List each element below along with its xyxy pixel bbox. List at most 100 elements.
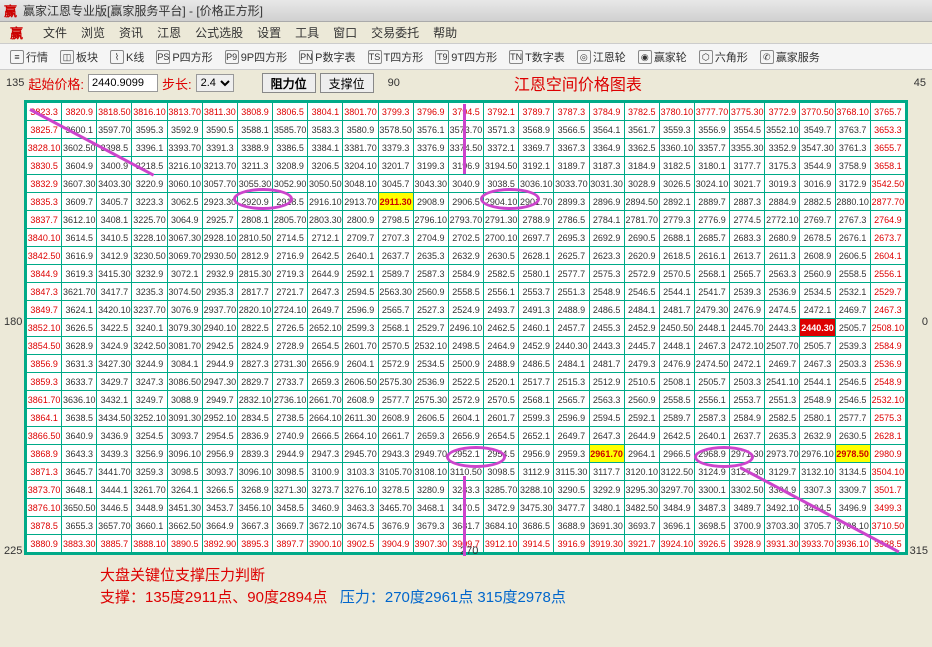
cell-6-17: 2781.70 bbox=[624, 211, 659, 229]
cell-16-22: 2548.9 bbox=[800, 391, 835, 409]
cell-21-5: 3266.5 bbox=[202, 481, 237, 499]
cell-1-17: 3561.7 bbox=[624, 121, 659, 139]
cell-8-12: 2632.9 bbox=[448, 247, 483, 265]
toolbar-2[interactable]: ⌇K线 bbox=[106, 47, 148, 67]
cell-4-13: 3038.5 bbox=[484, 175, 519, 193]
cell-6-13: 2791.30 bbox=[484, 211, 519, 229]
cell-20-8: 3100.9 bbox=[308, 463, 343, 481]
start-price-input[interactable] bbox=[88, 74, 158, 92]
toolbar-4[interactable]: P99P四方形 bbox=[221, 47, 291, 67]
toolbar-11[interactable]: ⬡六角形 bbox=[695, 47, 752, 67]
toolbar-0[interactable]: ≡行情 bbox=[6, 47, 52, 67]
cell-14-20: 2472.1 bbox=[730, 355, 765, 373]
cell-23-11: 3679.3 bbox=[413, 517, 448, 535]
cell-24-15: 3916.9 bbox=[554, 535, 589, 553]
cell-12-21: 2443.3 bbox=[765, 319, 800, 337]
cell-24-11: 3907.30 bbox=[413, 535, 448, 553]
menu-settings[interactable]: 设置 bbox=[251, 22, 287, 43]
cell-20-9: 3103.3 bbox=[343, 463, 378, 481]
menu-file[interactable]: 文件 bbox=[37, 22, 73, 43]
cell-9-18: 2570.5 bbox=[659, 265, 694, 283]
cell-19-10: 2943.3 bbox=[378, 445, 413, 463]
toolbar-5[interactable]: PNP数字表 bbox=[295, 47, 359, 67]
cell-14-8: 2656.9 bbox=[308, 355, 343, 373]
cell-3-3: 3218.5 bbox=[132, 157, 167, 175]
cell-2-10: 3379.3 bbox=[378, 139, 413, 157]
cell-4-22: 3016.9 bbox=[800, 175, 835, 193]
cell-24-8: 3900.10 bbox=[308, 535, 343, 553]
cell-20-3: 3259.3 bbox=[132, 463, 167, 481]
cell-17-5: 2952.10 bbox=[202, 409, 237, 427]
cell-3-8: 3206.5 bbox=[308, 157, 343, 175]
cell-11-9: 2596.9 bbox=[343, 301, 378, 319]
toolbar-12[interactable]: ✆赢家服务 bbox=[756, 47, 824, 67]
cell-15-16: 2512.9 bbox=[589, 373, 624, 391]
cell-11-14: 2491.3 bbox=[519, 301, 554, 319]
toolbar-1[interactable]: ◫板块 bbox=[56, 47, 102, 67]
cell-10-18: 2544.1 bbox=[659, 283, 694, 301]
cell-15-20: 2503.3 bbox=[730, 373, 765, 391]
toolbar-10[interactable]: ◉赢家轮 bbox=[634, 47, 691, 67]
cell-22-21: 3492.10 bbox=[765, 499, 800, 517]
toolbar-6[interactable]: TST四方形 bbox=[364, 47, 428, 67]
cell-23-9: 3674.5 bbox=[343, 517, 378, 535]
cell-15-6: 2829.7 bbox=[237, 373, 272, 391]
cell-6-2: 3408.1 bbox=[97, 211, 132, 229]
cell-9-14: 2580.1 bbox=[519, 265, 554, 283]
cell-23-6: 3667.3 bbox=[237, 517, 272, 535]
cell-10-7: 2721.7 bbox=[273, 283, 308, 301]
cell-13-2: 3424.9 bbox=[97, 337, 132, 355]
toolbar-8[interactable]: TNT数字表 bbox=[505, 47, 569, 67]
cell-10-23: 2532.1 bbox=[835, 283, 870, 301]
menu-browse[interactable]: 浏览 bbox=[75, 22, 111, 43]
cell-23-16: 3691.30 bbox=[589, 517, 624, 535]
cell-2-0: 3828.10 bbox=[27, 139, 62, 157]
cell-18-8: 2666.5 bbox=[308, 427, 343, 445]
cell-7-17: 2690.5 bbox=[624, 229, 659, 247]
toolbar-3[interactable]: PSP四方形 bbox=[152, 47, 216, 67]
cell-13-23: 2539.3 bbox=[835, 337, 870, 355]
menu-window[interactable]: 窗口 bbox=[327, 22, 363, 43]
cell-0-24: 3765.7 bbox=[870, 103, 905, 121]
cell-21-0: 3873.70 bbox=[27, 481, 62, 499]
toolbar-icon-3: PS bbox=[156, 50, 170, 64]
cell-16-19: 2556.1 bbox=[694, 391, 729, 409]
cell-4-6: 3055.30 bbox=[237, 175, 272, 193]
menu-info[interactable]: 资讯 bbox=[113, 22, 149, 43]
cell-18-21: 2635.3 bbox=[765, 427, 800, 445]
cell-0-18: 3780.10 bbox=[659, 103, 694, 121]
step-select[interactable]: 2.4 bbox=[196, 74, 234, 92]
support-button[interactable]: 支撑位 bbox=[320, 73, 374, 93]
cell-3-22: 3544.9 bbox=[800, 157, 835, 175]
menu-tools[interactable]: 工具 bbox=[289, 22, 325, 43]
cell-23-2: 3657.70 bbox=[97, 517, 132, 535]
cell-21-4: 3264.1 bbox=[167, 481, 202, 499]
menu-formula[interactable]: 公式选股 bbox=[189, 22, 249, 43]
cell-15-24: 2548.9 bbox=[870, 373, 905, 391]
cell-5-13: 2904.10 bbox=[484, 193, 519, 211]
cell-22-10: 3465.70 bbox=[378, 499, 413, 517]
cell-8-4: 3069.70 bbox=[167, 247, 202, 265]
cell-11-16: 2486.5 bbox=[589, 301, 624, 319]
toolbar-7[interactable]: T99T四方形 bbox=[431, 47, 501, 67]
menu-logo: 赢 bbox=[4, 21, 29, 44]
cell-19-18: 2966.5 bbox=[659, 445, 694, 463]
cell-18-0: 3866.50 bbox=[27, 427, 62, 445]
cell-5-11: 2908.9 bbox=[413, 193, 448, 211]
cell-5-9: 2913.70 bbox=[343, 193, 378, 211]
menu-gann[interactable]: 江恩 bbox=[151, 22, 187, 43]
cell-24-3: 3888.10 bbox=[132, 535, 167, 553]
resist-button[interactable]: 阻力位 bbox=[262, 73, 316, 93]
toolbar-9[interactable]: ◎江恩轮 bbox=[573, 47, 630, 67]
cell-3-20: 3177.7 bbox=[730, 157, 765, 175]
cell-2-5: 3391.3 bbox=[202, 139, 237, 157]
cell-1-20: 3554.5 bbox=[730, 121, 765, 139]
cell-15-14: 2517.7 bbox=[519, 373, 554, 391]
cell-23-5: 3664.9 bbox=[202, 517, 237, 535]
menu-trade[interactable]: 交易委托 bbox=[365, 22, 425, 43]
cell-22-7: 3458.5 bbox=[273, 499, 308, 517]
cell-13-9: 2601.70 bbox=[343, 337, 378, 355]
cell-14-13: 2488.9 bbox=[484, 355, 519, 373]
menu-help[interactable]: 帮助 bbox=[427, 22, 463, 43]
cell-0-22: 3770.50 bbox=[800, 103, 835, 121]
